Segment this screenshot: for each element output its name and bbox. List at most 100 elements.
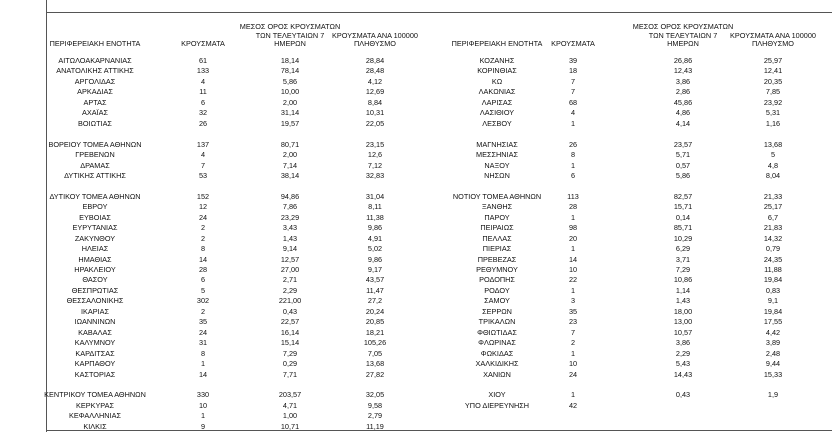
header-cell: ΚΡΟΥΣΜΑΤΑ: [551, 39, 595, 48]
table-cell: 19,84: [763, 275, 783, 285]
region-name: ΑΡΓΟΛΙΔΑΣ: [74, 76, 116, 86]
bottom-rule: [46, 430, 832, 431]
table-cell: 3,86: [675, 338, 691, 348]
table-cell: 68: [568, 97, 578, 107]
table-cell: 137: [196, 139, 210, 149]
table-cell: 2: [200, 223, 206, 233]
table-cell: 10,31: [365, 108, 385, 118]
table-cell: 7: [200, 160, 206, 170]
table-cell: 1: [570, 118, 576, 128]
region-name: ΑΙΤΩΛΟΑΚΑΡΝΑΝΙΑΣ: [58, 56, 132, 65]
table-cell: 12,69: [365, 87, 385, 97]
region-name: ΠΕΙΡΑΙΩΣ: [480, 223, 514, 233]
table-cell: 4: [570, 108, 576, 118]
region-name: ΚΑΣΤΟΡΙΑΣ: [74, 369, 116, 379]
region-name: ΦΩΚΙΔΑΣ: [480, 348, 514, 358]
region-name: ΕΒΡΟΥ: [82, 202, 108, 212]
table-cell: 0,43: [282, 306, 298, 316]
table-cell: 20,24: [365, 306, 385, 316]
table-cell: 5,86: [282, 76, 298, 86]
header-cell: ΚΡΟΥΣΜΑΤΑ ΑΝΑ 100000: [332, 30, 418, 40]
table-cell: 7,86: [282, 202, 298, 212]
table-cell: 20,85: [365, 317, 385, 327]
table-cell: 2: [200, 306, 206, 316]
table-cell: 9,14: [282, 244, 298, 254]
table-cell: 4,91: [367, 233, 383, 243]
region-name: ΠΑΡΟΥ: [484, 212, 510, 222]
table-cell: 2,00: [282, 97, 298, 107]
region-name: ΝΟΤΙΟΥ ΤΟΜΕΑ ΑΘΗΝΩΝ: [452, 191, 542, 201]
table-cell: 80,71: [280, 139, 300, 149]
header-cell: ΚΡΟΥΣΜΑΤΑ ΑΝΑ 100000: [730, 30, 816, 40]
table-cell: 2,29: [282, 285, 298, 295]
header-cell: ΚΡΟΥΣΜΑΤΑ: [181, 39, 225, 48]
table-cell: 28: [198, 265, 208, 274]
table-cell: 43,57: [365, 275, 385, 285]
region-name: ΑΡΚΑΔΙΑΣ: [77, 87, 113, 97]
table-cell: 9,86: [367, 254, 383, 264]
region-name: ΠΕΛΛΑΣ: [482, 233, 512, 243]
region-name: ΗΡΑΚΛΕΙΟΥ: [74, 265, 116, 274]
table-cell: 1,43: [282, 233, 298, 243]
table-cell: 31,14: [280, 108, 300, 118]
table-cell: 7: [570, 327, 576, 337]
region-name: ΘΕΣΠΡΩΤΙΑΣ: [71, 285, 119, 295]
table-cell: 18: [568, 66, 578, 76]
table-cell: 8,04: [765, 170, 781, 180]
table-cell: 15,33: [763, 369, 783, 379]
table-cell: 8: [200, 348, 206, 358]
table-cell: 2,00: [282, 150, 298, 160]
table-cell: 9,86: [367, 223, 383, 233]
region-name: ΜΑΓΝΗΣΙΑΣ: [476, 139, 518, 149]
table-cell: 0,57: [675, 160, 691, 170]
table-cell: 5,02: [367, 244, 383, 254]
table-cell: 0,43: [675, 390, 691, 400]
region-name: ΣΑΜΟΥ: [484, 296, 510, 306]
region-name: ΛΑΚΩΝΙΑΣ: [478, 87, 516, 97]
table-cell: 26,86: [673, 56, 693, 65]
region-name: ΧΙΟΥ: [488, 390, 506, 400]
region-name: ΣΕΡΡΩΝ: [482, 306, 512, 316]
table-cell: 27,82: [365, 369, 385, 379]
header-cell: ΤΩΝ ΤΕΛΕΥΤΑΙΩΝ 7: [255, 30, 325, 40]
region-name: ΔΡΑΜΑΣ: [80, 160, 110, 170]
table-cell: 8,11: [368, 202, 382, 212]
table-cell: 94,86: [280, 191, 300, 201]
table-cell: 14: [568, 254, 578, 264]
table-cell: 24: [198, 212, 208, 222]
table-cell: 4,86: [675, 108, 691, 118]
region-name: ΚΑΡΔΙΤΣΑΣ: [75, 348, 115, 358]
table-cell: 35: [198, 317, 208, 327]
table-cell: 19,57: [280, 118, 300, 128]
table-cell: 13,68: [365, 359, 385, 369]
table-cell: 10,00: [280, 87, 300, 97]
table-cell: 1,14: [675, 285, 691, 295]
table-cell: 25,17: [763, 202, 783, 212]
table-cell: 6,7: [767, 212, 779, 222]
table-cell: 105,26: [363, 338, 387, 348]
table-cell: 330: [196, 390, 210, 400]
table-cell: 15,71: [673, 202, 693, 212]
table-cell: 7,29: [675, 265, 691, 274]
table-cell: 22,57: [280, 317, 300, 327]
table-cell: 14: [198, 254, 208, 264]
table-cell: 27,00: [280, 265, 300, 274]
table-cell: 19,84: [763, 306, 783, 316]
table-cell: 0,29: [282, 359, 298, 369]
header-cell: ΠΕΡΙΦΕΡΕΙΑΚΗ ΕΝΟΤΗΤΑ: [451, 39, 543, 48]
table-cell: 1: [200, 411, 206, 421]
table-cell: 10,57: [673, 327, 693, 337]
table-cell: 2: [570, 338, 576, 348]
table-cell: 12,43: [673, 66, 693, 76]
header-cell: ΜΕΣΟΣ ΟΡΟΣ ΚΡΟΥΣΜΑΤΩΝ: [632, 22, 734, 31]
table-cell: 3,71: [675, 254, 691, 264]
table-cell: 13,68: [763, 139, 783, 149]
table-cell: 24: [198, 327, 208, 337]
region-name: ΑΡΤΑΣ: [83, 97, 107, 107]
table-cell: 7,12: [367, 160, 383, 170]
table-cell: 9,17: [367, 265, 383, 274]
region-name: ΚΟΖΑΝΗΣ: [479, 56, 515, 65]
table-cell: 28: [568, 202, 578, 212]
region-name: ΙΩΑΝΝΙΝΩΝ: [74, 317, 116, 327]
